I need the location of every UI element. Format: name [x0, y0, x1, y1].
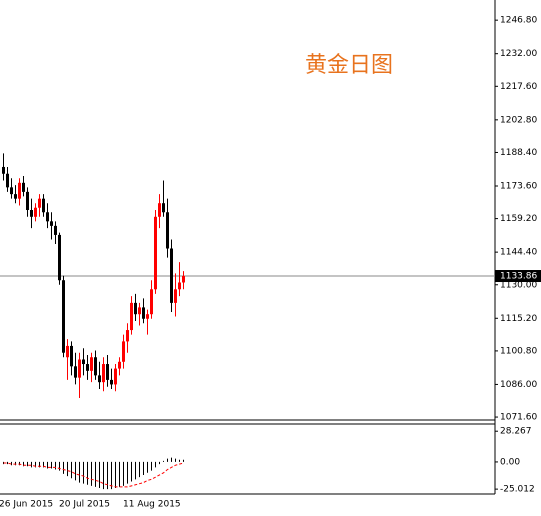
candle-body [90, 357, 93, 371]
candle-body [98, 375, 101, 383]
y-tick-label: 1188.40 [500, 148, 537, 158]
candle-body [182, 276, 185, 283]
x-tick-label: 26 Jun 2015 [0, 500, 53, 510]
candle-body [118, 361, 121, 369]
last-price-box [495, 270, 541, 283]
candle-body [134, 302, 137, 315]
candle-body [86, 364, 89, 371]
last-price-label: 1133.86 [500, 272, 537, 282]
candle-body [106, 364, 109, 380]
x-tick-label: 20 Jul 2015 [59, 500, 110, 510]
y-tick-label: 1086.00 [500, 380, 537, 390]
y-tick-label: 28.267 [500, 427, 532, 437]
candle-body [82, 359, 85, 365]
y-tick-label: 0.00 [500, 457, 520, 467]
candle-body [126, 330, 129, 342]
y-tick-label: 1130.00 [500, 280, 537, 290]
candle-body [34, 207, 37, 217]
candle-body [154, 216, 157, 290]
candle-body [22, 182, 25, 192]
candle-body [150, 289, 153, 315]
candle-body [178, 282, 181, 290]
y-tick-label: 1173.60 [500, 181, 537, 191]
y-tick-label: 1159.20 [500, 214, 537, 224]
candle-body [50, 221, 53, 226]
y-tick-label: 1202.80 [500, 115, 537, 125]
y-tick-label: 1071.60 [500, 413, 537, 423]
candle-body [58, 234, 61, 281]
candle-body [166, 212, 169, 249]
candle-body [42, 198, 45, 213]
candle-body [114, 368, 117, 385]
candle-body [170, 248, 173, 303]
candle-body [110, 379, 113, 385]
candle-body [30, 210, 33, 217]
candle-body [2, 166, 5, 174]
candle-body [54, 225, 57, 235]
candle-body [14, 194, 17, 199]
candle-body [158, 203, 161, 217]
candle-body [122, 341, 125, 362]
candle-body [94, 357, 97, 376]
y-tick-label: -25.012 [500, 485, 535, 495]
y-tick-label: 1144.40 [500, 248, 537, 258]
candle-body [74, 366, 77, 378]
candle-body [70, 345, 73, 367]
candle-body [6, 173, 9, 188]
candle-body [130, 302, 133, 331]
x-tick-label: 11 Aug 2015 [123, 500, 181, 510]
y-tick-label: 1100.80 [500, 346, 537, 356]
y-tick-label: 1246.80 [500, 16, 537, 26]
candle-body [62, 280, 65, 353]
y-tick-label: 1217.60 [500, 82, 537, 92]
candle-body [142, 307, 145, 319]
candle-body [46, 212, 49, 222]
y-tick-label: 1232.00 [500, 49, 537, 59]
candle-body [78, 359, 81, 378]
y-tick-label: 1115.20 [500, 314, 537, 324]
candle-body [162, 203, 165, 213]
candle-body [66, 345, 69, 358]
candle-body [138, 307, 141, 315]
candle-body [26, 191, 29, 210]
candle-body [38, 198, 41, 208]
candle-body [174, 289, 177, 303]
candle-body [10, 187, 13, 195]
chart-annotation: 黄金日图 [305, 53, 393, 78]
candle-body [146, 314, 149, 319]
candle-body [102, 364, 105, 383]
signal-line [3, 462, 184, 488]
candle-body [18, 182, 21, 199]
